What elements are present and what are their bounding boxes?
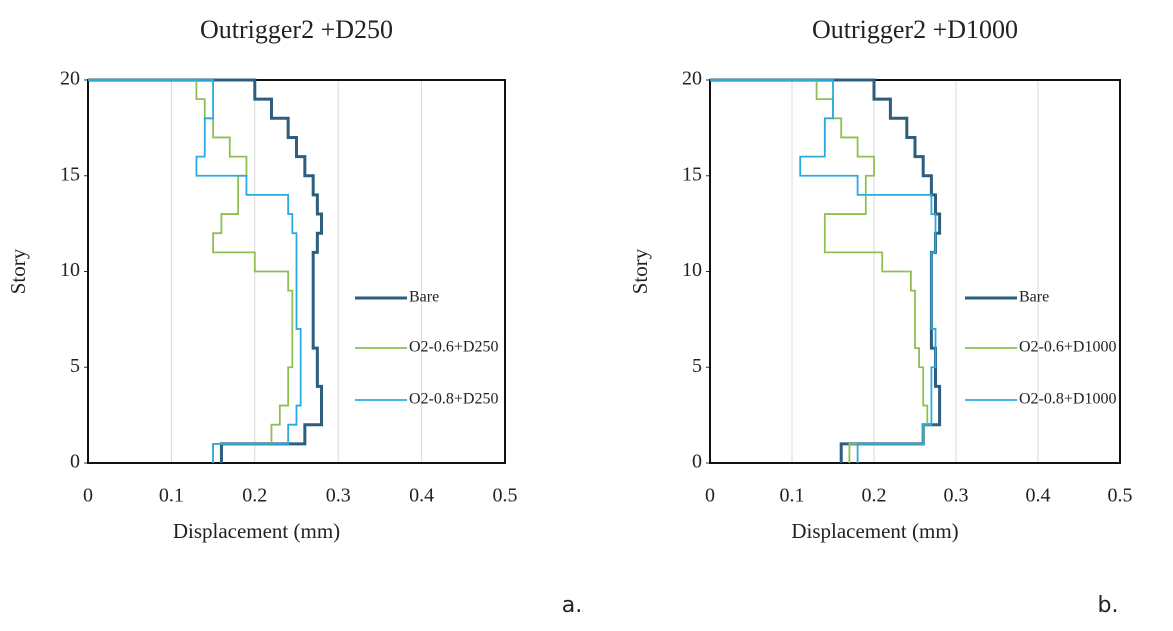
chart-title: Outrigger2 +D250 bbox=[200, 15, 393, 44]
x-tick-label: 0.5 bbox=[1108, 485, 1133, 507]
series-line bbox=[88, 78, 324, 463]
series-line bbox=[710, 79, 937, 463]
y-tick-label: 20 bbox=[682, 68, 702, 90]
x-tick-label: 0.2 bbox=[862, 485, 887, 507]
series-line bbox=[710, 79, 929, 463]
legend-label: O2-0.6+D250 bbox=[409, 339, 498, 356]
y-tick-label: 0 bbox=[692, 451, 702, 473]
x-tick-label: 0.4 bbox=[1026, 485, 1051, 507]
y-axis-label: Story bbox=[6, 248, 30, 294]
y-tick-label: 15 bbox=[682, 163, 702, 185]
x-tick-label: 0 bbox=[83, 485, 93, 507]
x-tick-label: 0.1 bbox=[780, 485, 805, 507]
caption: a. bbox=[562, 593, 582, 618]
x-tick-label: 0 bbox=[705, 485, 715, 507]
y-tick-label: 15 bbox=[60, 163, 80, 185]
y-tick-label: 10 bbox=[682, 259, 702, 281]
legend-label: O2-0.6+D1000 bbox=[1019, 339, 1116, 356]
y-tick-label: 5 bbox=[692, 355, 702, 377]
plot-frame bbox=[709, 79, 1121, 464]
legend-label: O2-0.8+D250 bbox=[409, 391, 498, 408]
x-tick-label: 0.4 bbox=[409, 485, 434, 507]
x-tick-label: 0.5 bbox=[493, 485, 518, 507]
y-axis-label: Story bbox=[628, 248, 652, 294]
series-line bbox=[88, 79, 294, 463]
series-line bbox=[88, 79, 302, 463]
plot-frame bbox=[87, 79, 506, 464]
legend-label: Bare bbox=[409, 289, 439, 306]
x-tick-label: 0.1 bbox=[159, 485, 184, 507]
caption: b. bbox=[1098, 593, 1119, 618]
x-tick-label: 0.3 bbox=[326, 485, 351, 507]
y-tick-label: 10 bbox=[60, 259, 80, 281]
legend-label: Bare bbox=[1019, 289, 1049, 306]
y-tick-label: 20 bbox=[60, 68, 80, 90]
x-axis-label: Displacement (mm) bbox=[173, 519, 340, 543]
x-tick-label: 0.2 bbox=[242, 485, 267, 507]
x-axis-label: Displacement (mm) bbox=[791, 519, 958, 543]
legend-label: O2-0.8+D1000 bbox=[1019, 391, 1116, 408]
y-tick-label: 0 bbox=[70, 451, 80, 473]
y-tick-label: 5 bbox=[70, 355, 80, 377]
x-tick-label: 0.3 bbox=[944, 485, 969, 507]
chart-title: Outrigger2 +D1000 bbox=[812, 15, 1018, 44]
